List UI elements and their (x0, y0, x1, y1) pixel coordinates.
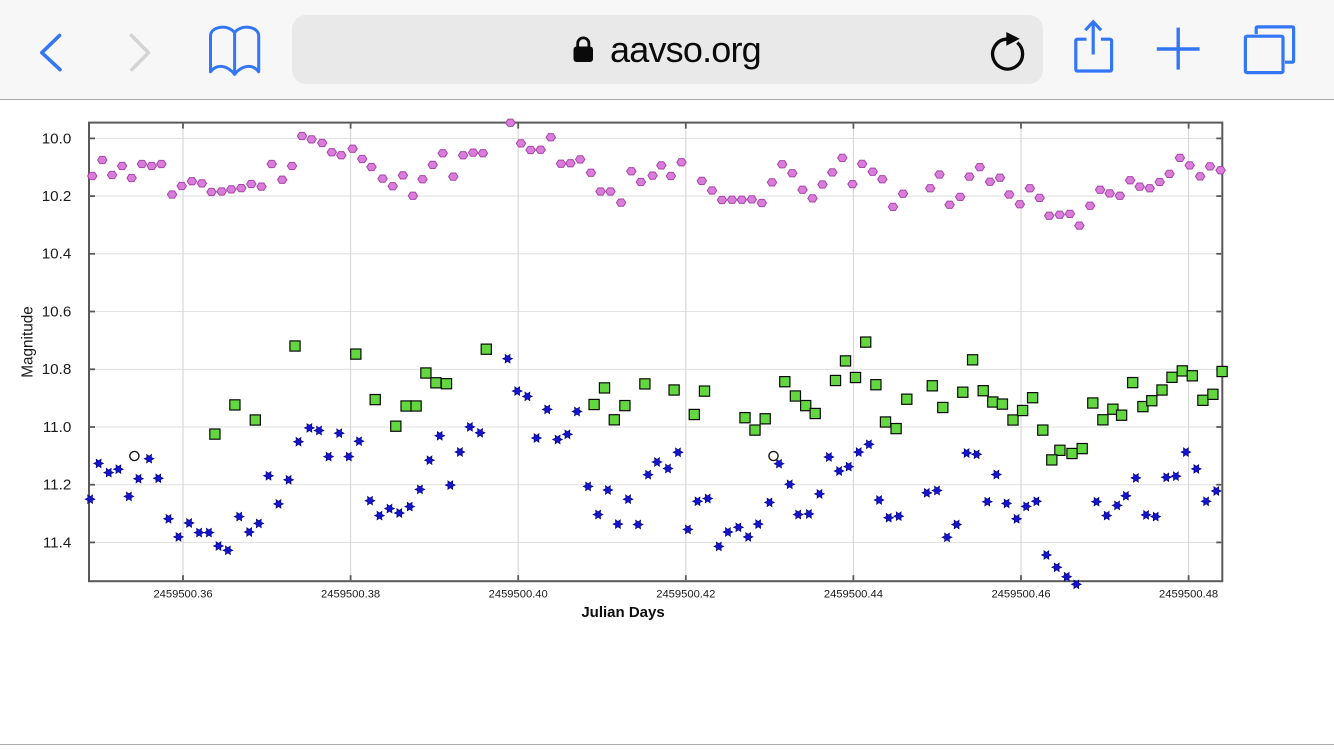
svg-text:10.4: 10.4 (42, 246, 72, 263)
svg-text:2459500.36: 2459500.36 (153, 589, 212, 601)
svg-text:10.2: 10.2 (42, 188, 72, 205)
svg-text:2459500.40: 2459500.40 (489, 589, 548, 601)
svg-text:10.6: 10.6 (42, 303, 72, 320)
svg-text:11.4: 11.4 (43, 534, 71, 551)
svg-text:10.8: 10.8 (42, 361, 72, 378)
svg-text:2459500.38: 2459500.38 (321, 589, 380, 601)
svg-text:2459500.44: 2459500.44 (824, 589, 883, 601)
svg-text:11.2: 11.2 (43, 477, 71, 494)
svg-text:2459500.48: 2459500.48 (1159, 589, 1218, 601)
svg-text:2459500.42: 2459500.42 (656, 589, 715, 601)
svg-text:2459500.46: 2459500.46 (991, 589, 1050, 601)
svg-text:11.0: 11.0 (43, 419, 71, 436)
svg-text:Julian Days: Julian Days (581, 604, 664, 621)
svg-text:Magnitude: Magnitude (20, 306, 37, 377)
svg-text:10.0: 10.0 (42, 130, 72, 147)
